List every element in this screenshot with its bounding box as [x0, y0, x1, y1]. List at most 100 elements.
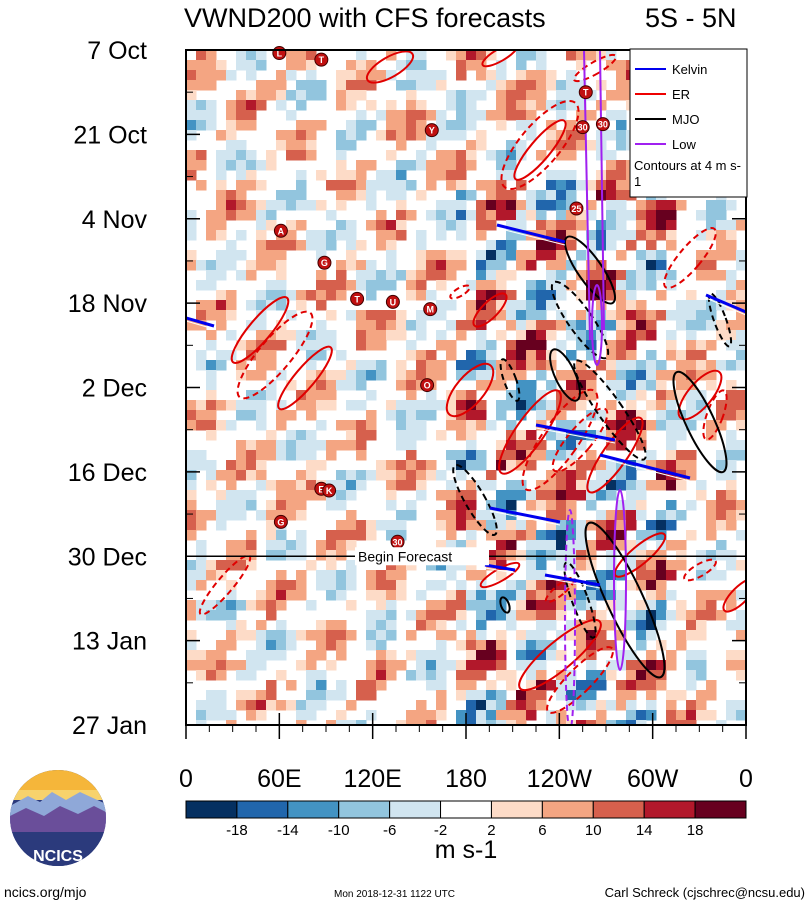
- heatmap-cell: [326, 400, 337, 411]
- heatmap-cell: [506, 620, 517, 631]
- heatmap-cell: [546, 180, 557, 191]
- heatmap-cell: [286, 150, 297, 161]
- heatmap-cell: [666, 720, 677, 725]
- heatmap-cell: [196, 450, 207, 461]
- heatmap-cell: [416, 70, 427, 81]
- heatmap-cell: [366, 580, 377, 591]
- heatmap-cell: [726, 550, 737, 561]
- heatmap-cell: [466, 490, 477, 501]
- heatmap-cell: [226, 550, 237, 561]
- heatmap-cell: [306, 130, 317, 141]
- heatmap-cell: [216, 490, 227, 501]
- heatmap-cell: [186, 80, 197, 91]
- heatmap-cell: [196, 700, 207, 711]
- heatmap-cell: [316, 250, 327, 261]
- heatmap-cell: [256, 410, 267, 421]
- heatmap-cell: [596, 710, 607, 721]
- heatmap-cell: [606, 460, 617, 471]
- heatmap-cell: [266, 90, 277, 101]
- heatmap-cell: [586, 380, 597, 391]
- heatmap-cell: [466, 710, 477, 721]
- heatmap-cell: [416, 420, 427, 431]
- heatmap-cell: [546, 600, 557, 611]
- heatmap-cell: [396, 270, 407, 281]
- heatmap-cell: [456, 640, 467, 651]
- colorbar-swatch: [490, 800, 543, 819]
- heatmap-cell: [306, 360, 317, 371]
- heatmap-cell: [196, 80, 207, 91]
- heatmap-cell: [366, 340, 377, 351]
- heatmap-cell: [206, 270, 217, 281]
- heatmap-cell: [246, 600, 257, 611]
- x-tick-label: 120E: [343, 765, 401, 793]
- heatmap-cell: [226, 720, 237, 725]
- y-tick-label: 4 Nov: [82, 206, 148, 234]
- heatmap-cell: [616, 440, 627, 451]
- kelvin-band-highlight: [544, 577, 601, 589]
- heatmap-cell: [236, 170, 247, 181]
- heatmap-cell: [736, 320, 746, 331]
- footer-url[interactable]: ncics.org/mjo: [4, 884, 87, 900]
- heatmap-cell: [516, 100, 527, 111]
- heatmap-cell: [516, 430, 527, 441]
- heatmap-cell: [306, 390, 317, 401]
- heatmap-cell: [336, 140, 347, 151]
- heatmap-cell: [266, 680, 277, 691]
- heatmap-cell: [606, 550, 617, 561]
- heatmap-cell: [656, 610, 667, 621]
- heatmap-cell: [696, 660, 707, 671]
- heatmap-cell: [316, 240, 327, 251]
- heatmap-cell: [526, 100, 537, 111]
- colorbar-swatch: [440, 800, 492, 819]
- heatmap-cell: [496, 60, 507, 71]
- heatmap-cell: [346, 570, 357, 581]
- heatmap-cell: [216, 420, 227, 431]
- heatmap-cell: [236, 460, 247, 471]
- heatmap-cell: [406, 110, 417, 121]
- heatmap-cell: [196, 300, 207, 311]
- heatmap-cell: [256, 50, 267, 61]
- storm-marker-circle: [423, 302, 438, 317]
- heatmap-cell: [226, 620, 237, 631]
- storm-marker: G: [273, 514, 288, 529]
- heatmap-cell: [496, 280, 507, 291]
- heatmap-cell: [526, 550, 537, 561]
- heatmap-cell: [466, 480, 477, 491]
- heatmap-cell: [616, 200, 627, 211]
- heatmap-cell: [416, 100, 427, 111]
- heatmap-cell: [576, 690, 587, 701]
- heatmap-cell: [406, 80, 417, 91]
- heatmap-cell: [556, 80, 567, 91]
- heatmap-cell: [466, 440, 477, 451]
- heatmap-cell: [586, 460, 597, 471]
- heatmap-cell: [496, 500, 507, 511]
- heatmap-cell: [406, 710, 417, 721]
- heatmap-cell: [246, 650, 257, 661]
- heatmap-cell: [456, 210, 467, 221]
- storm-marker: L: [272, 46, 287, 61]
- heatmap-cell: [276, 330, 287, 341]
- storm-marker: U: [385, 294, 400, 309]
- heatmap-cell: [346, 520, 357, 531]
- heatmap-cell: [376, 640, 387, 651]
- heatmap-cell: [496, 270, 507, 281]
- heatmap-cell: [446, 300, 457, 311]
- heatmap-cell: [516, 250, 527, 261]
- heatmap-cell: [246, 490, 257, 501]
- heatmap-cell: [276, 240, 287, 251]
- heatmap-cell: [486, 290, 497, 301]
- heatmap-cell: [446, 120, 457, 131]
- chart-title: VWND200 with CFS forecasts: [184, 3, 546, 33]
- heatmap-cell: [536, 570, 547, 581]
- heatmap-cell: [486, 650, 497, 661]
- heatmap-cell: [726, 360, 737, 371]
- heatmap-cell: [336, 480, 347, 491]
- heatmap-cell: [526, 540, 537, 551]
- heatmap-cell: [736, 280, 746, 291]
- heatmap-cell: [346, 560, 357, 571]
- colorbar-swatch: [338, 800, 391, 819]
- heatmap-cell: [486, 110, 497, 121]
- heatmap-cell: [646, 660, 657, 671]
- heatmap-cell: [256, 450, 267, 461]
- heatmap-cell: [716, 210, 727, 221]
